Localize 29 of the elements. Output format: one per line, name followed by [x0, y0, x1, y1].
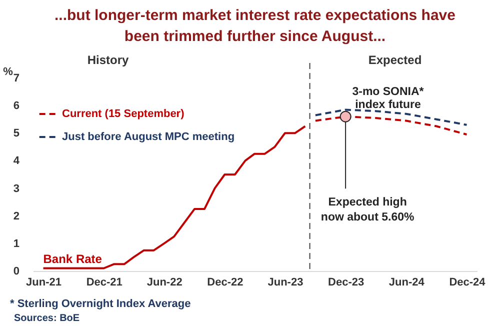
- x-tick-label: Jun-24: [388, 276, 426, 288]
- x-tick-label: Dec-22: [207, 276, 244, 288]
- annotation: Expected high now about 5.60%: [320, 196, 414, 224]
- x-tick-label: Jun-22: [146, 276, 182, 288]
- y-tick-label: 0: [13, 266, 20, 278]
- y-tick-label: 1: [13, 238, 20, 250]
- x-tick-label: Dec-23: [328, 276, 364, 288]
- series-label: Bank Rate: [43, 252, 102, 266]
- x-tick-label: Jun-23: [268, 276, 304, 288]
- x-tick-label: Jun-21: [26, 276, 62, 288]
- text: * Sterling Overnight Index Average: [10, 298, 191, 310]
- line-series: [314, 108, 468, 126]
- chart-title: ...but longer-term market interest rate expectations have been trimmed further since August...: [54, 7, 456, 45]
- text: Expected: [368, 53, 422, 67]
- text: History: [87, 53, 129, 67]
- y-tick-label: 4: [13, 155, 20, 168]
- x-tick-label: Dec-24: [449, 276, 486, 288]
- y-tick-label: 5: [13, 128, 20, 140]
- y-tick-label: 6: [13, 100, 20, 112]
- line-series: [42, 125, 306, 270]
- y-tick-label: 3: [13, 182, 20, 195]
- legend-label: Current (15 September): [62, 108, 185, 120]
- source-note: Sources: BoE: [14, 313, 80, 324]
- y-tick-label: 2: [13, 210, 20, 222]
- annotation: 3-mo SONIA* index future: [352, 86, 424, 111]
- legend-label: Just before August MPC meeting: [62, 131, 235, 143]
- y-tick-label: 7: [13, 72, 20, 84]
- x-tick-label: Dec-21: [86, 276, 122, 288]
- y-axis-title: %: [3, 66, 14, 78]
